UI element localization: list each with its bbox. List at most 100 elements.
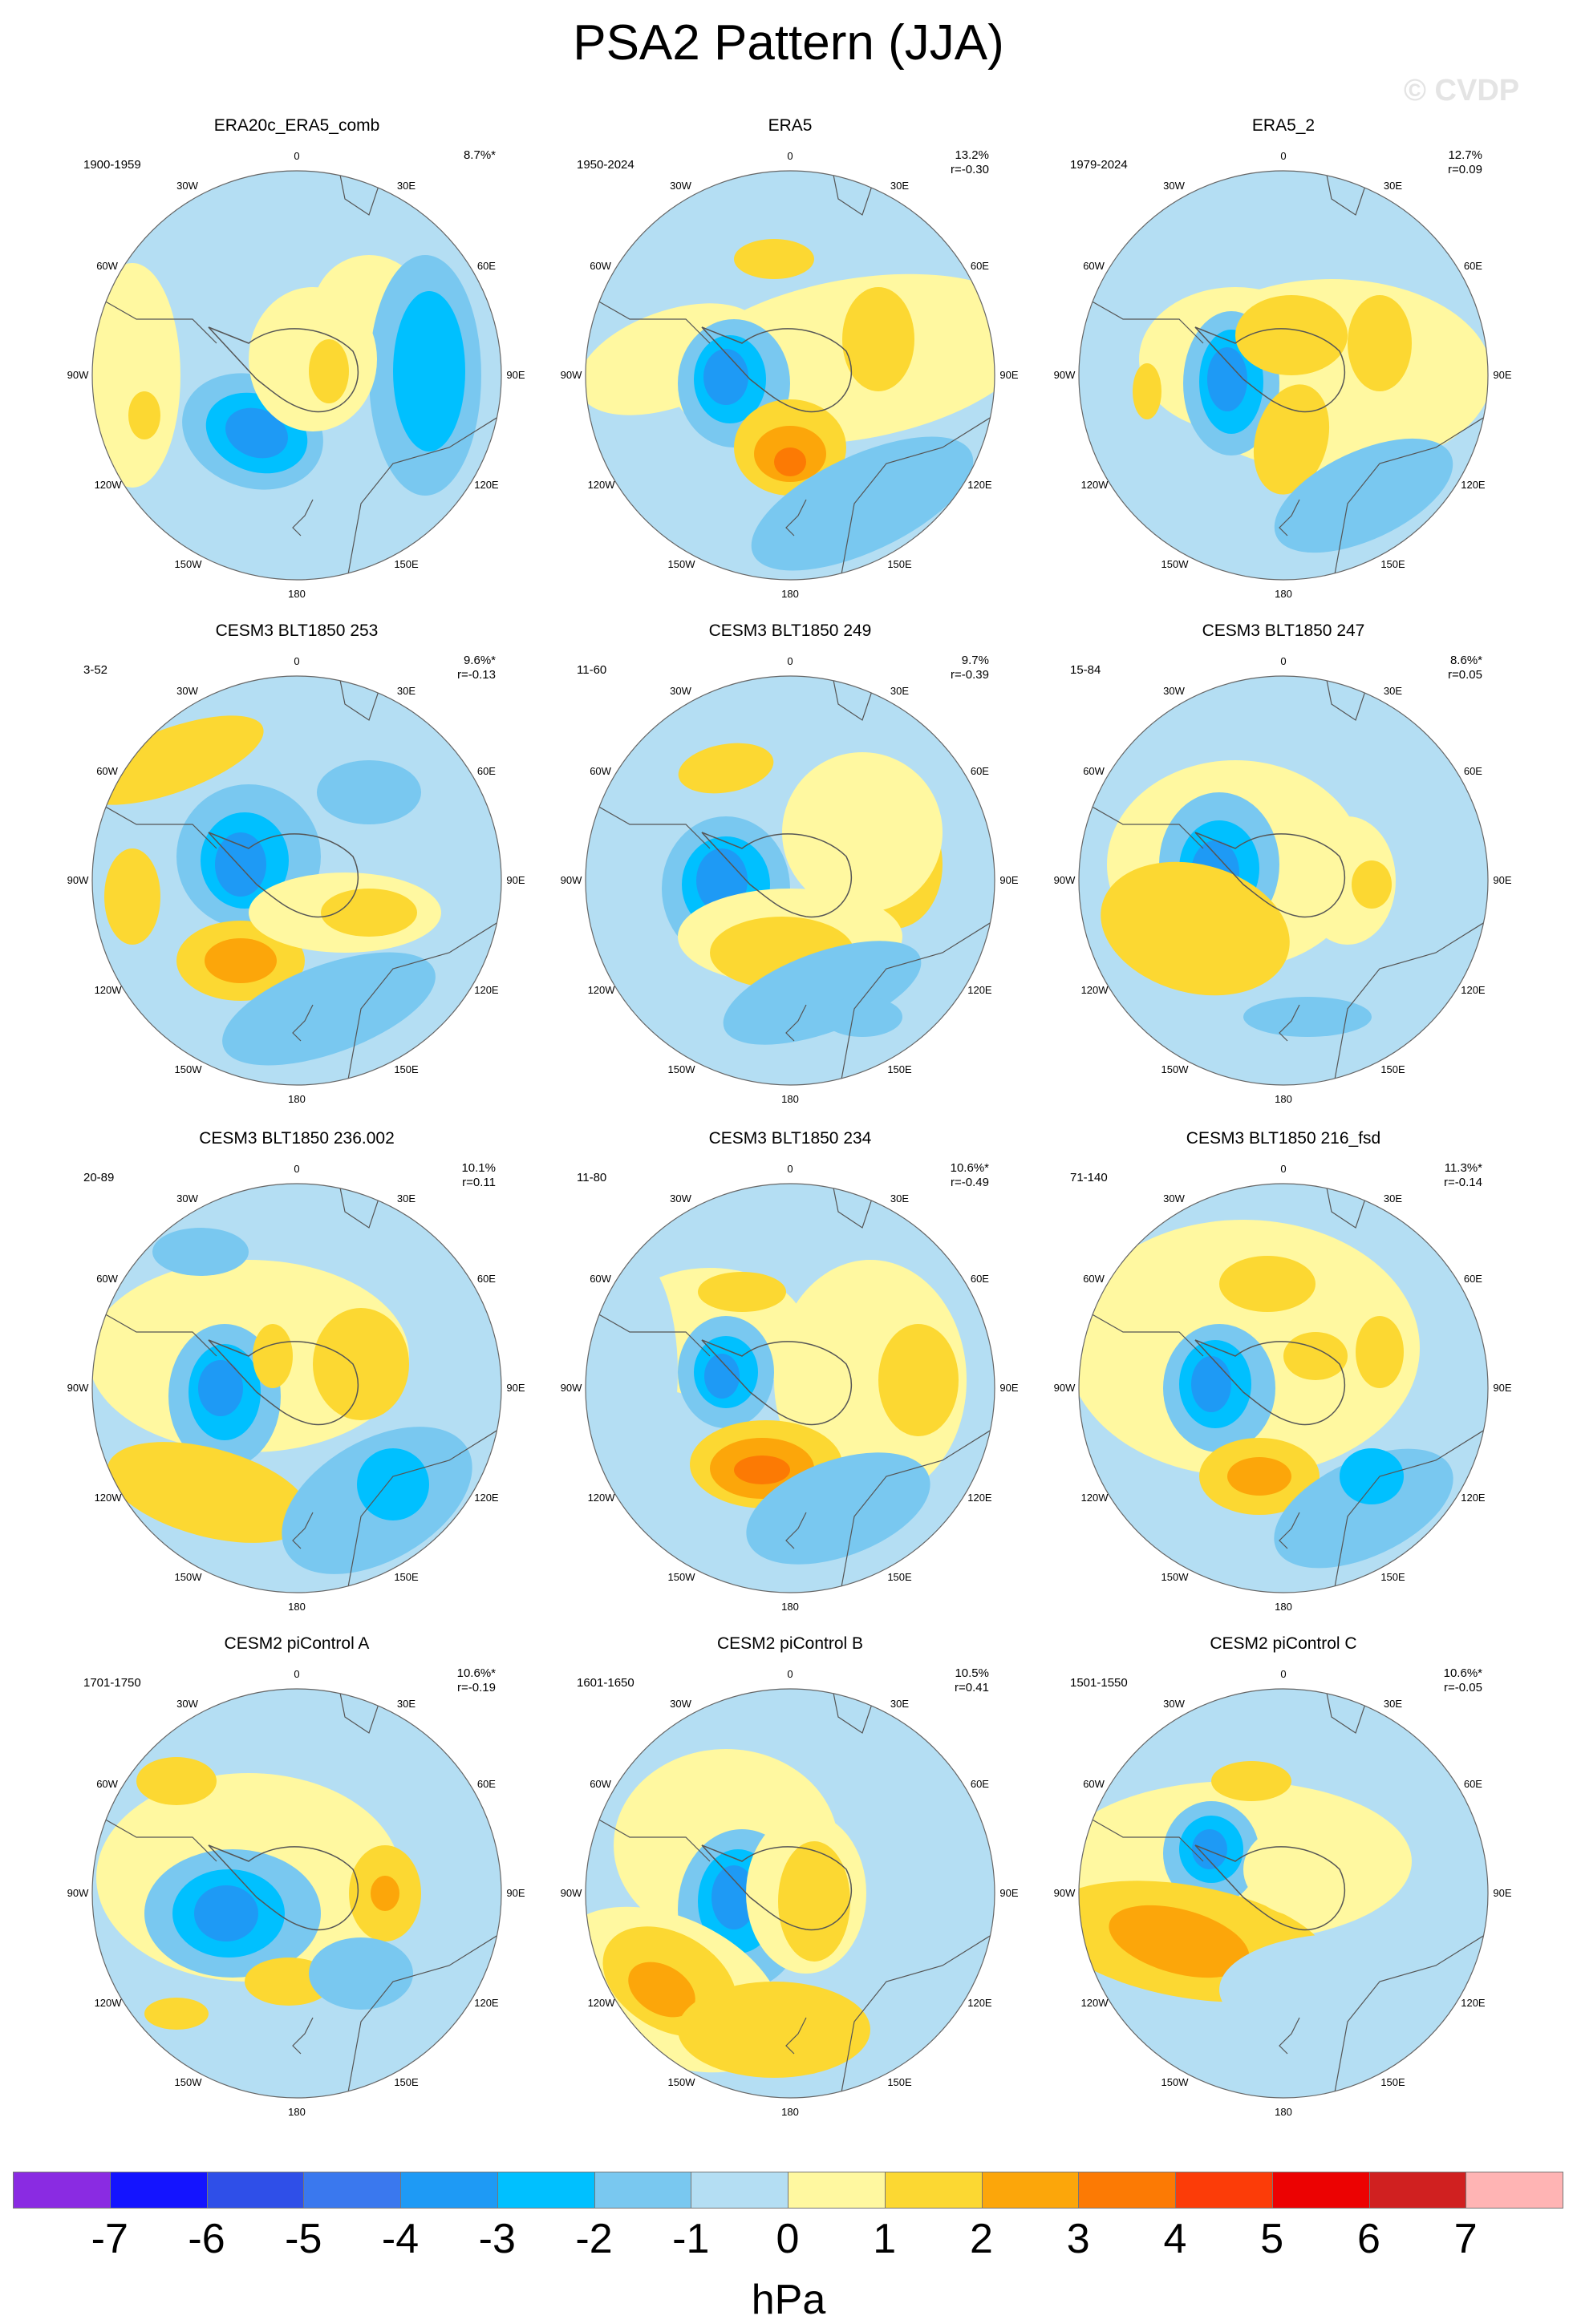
africa-coastline bbox=[1323, 1689, 1372, 1734]
variance-percent: 9.6%* bbox=[463, 654, 496, 667]
variance-percent: 10.6%* bbox=[1443, 1666, 1482, 1680]
australia-coastline bbox=[1331, 407, 1488, 580]
anomaly-contour bbox=[1356, 1316, 1404, 1388]
longitude-label: 90E bbox=[1493, 874, 1512, 886]
longitude-label: 60W bbox=[96, 259, 118, 272]
longitude-label: 150E bbox=[394, 1571, 419, 1584]
anomaly-contour bbox=[778, 1841, 850, 1962]
pattern-correlation: r=-0.49 bbox=[951, 1176, 989, 1189]
anomaly-contour bbox=[1340, 1448, 1404, 1504]
map-border bbox=[585, 675, 995, 1086]
longitude-label: 30E bbox=[396, 1697, 416, 1710]
longitude-label: 90W bbox=[560, 874, 582, 886]
colorbar-tick-label: 6 bbox=[1357, 2216, 1380, 2262]
map-border bbox=[91, 1688, 502, 2099]
panel-title: CESM3 BLT1850 253 bbox=[215, 621, 379, 640]
anomaly-contour bbox=[371, 1876, 399, 1911]
longitude-label: 150W bbox=[174, 558, 202, 571]
map-border bbox=[585, 1688, 995, 2099]
longitude-label: 150E bbox=[1380, 558, 1405, 571]
pattern-correlation: r=0.41 bbox=[955, 1681, 989, 1694]
longitude-label: 120E bbox=[474, 478, 499, 491]
longitude-label: 60E bbox=[1463, 259, 1482, 272]
south-america-coastline bbox=[92, 1299, 217, 1357]
colorbar-unit: hPa bbox=[751, 2277, 826, 2323]
longitude-label: 180 bbox=[1275, 588, 1292, 600]
longitude-label: 150E bbox=[887, 2076, 912, 2089]
africa-coastline bbox=[1323, 676, 1372, 721]
colorbar bbox=[13, 2172, 1563, 2210]
antarctica-coastline bbox=[701, 832, 852, 918]
africa-coastline bbox=[336, 1689, 386, 1734]
anomaly-contour bbox=[1219, 1933, 1476, 2046]
colorbar-box bbox=[497, 2172, 595, 2209]
colorbar-tick-label: 3 bbox=[1066, 2216, 1090, 2262]
panel-title: CESM3 BLT1850 249 bbox=[708, 621, 872, 640]
australia-coastline bbox=[837, 1419, 995, 1593]
longitude-label: 90E bbox=[506, 1382, 525, 1394]
variance-percent: 8.6%* bbox=[1449, 654, 1482, 667]
anomaly-contour bbox=[774, 447, 806, 476]
australia-coastline bbox=[837, 1925, 995, 2098]
colorbar-box bbox=[788, 2172, 886, 2209]
colorbar-tick-label: -2 bbox=[575, 2216, 613, 2262]
longitude-label: 30E bbox=[890, 1697, 910, 1710]
panel-title: CESM3 BLT1850 236.002 bbox=[199, 1129, 395, 1148]
map-border bbox=[585, 170, 995, 581]
australia-coastline bbox=[344, 407, 501, 580]
longitude-label: 120E bbox=[474, 983, 499, 996]
longitude-label: 30E bbox=[1383, 684, 1403, 697]
longitude-label: 30W bbox=[176, 1697, 198, 1710]
longitude-label: 180 bbox=[1275, 2106, 1292, 2118]
antarctica-coastline bbox=[1194, 1339, 1345, 1426]
new-zealand-coastline bbox=[1279, 1004, 1300, 1042]
map-panel: 0 30E 60E 90E 120E 150E 180 150W 120W 90W 60W 30W CE… bbox=[48, 621, 545, 1127]
polar-map bbox=[91, 1183, 502, 1593]
longitude-label: 90W bbox=[1053, 1887, 1076, 1899]
new-zealand-coastline bbox=[1279, 499, 1300, 536]
longitude-label: 90E bbox=[999, 1887, 1019, 1899]
longitude-label: 30E bbox=[890, 1192, 910, 1205]
anomaly-contour bbox=[1235, 295, 1348, 375]
longitude-label: 120W bbox=[1080, 1996, 1109, 2009]
longitude-label: 120W bbox=[1080, 983, 1109, 996]
longitude-label: 60W bbox=[1083, 764, 1105, 777]
longitude-label: 90E bbox=[506, 874, 525, 886]
africa-coastline bbox=[336, 1184, 386, 1229]
panel-title: CESM3 BLT1850 234 bbox=[708, 1129, 872, 1148]
longitude-label: 90W bbox=[1053, 369, 1076, 381]
anomaly-contour bbox=[313, 1308, 409, 1420]
anomaly-contour bbox=[822, 997, 902, 1037]
map-border bbox=[1078, 170, 1489, 581]
longitude-label: 120W bbox=[1080, 478, 1109, 491]
longitude-label: 90E bbox=[1493, 1887, 1512, 1899]
longitude-label: 120W bbox=[587, 478, 615, 491]
africa-coastline bbox=[1323, 171, 1372, 216]
map-border bbox=[1078, 675, 1489, 1086]
longitude-label: 120E bbox=[1461, 1491, 1486, 1504]
longitude-label: 150W bbox=[1161, 1571, 1189, 1584]
watermark: © CVDP bbox=[1404, 74, 1520, 107]
anomaly-contour bbox=[678, 1982, 870, 2078]
colorbar-box bbox=[1078, 2172, 1176, 2209]
pattern-correlation: r=0.05 bbox=[1448, 668, 1482, 682]
variance-percent: 9.7% bbox=[961, 654, 989, 667]
anomaly-contour bbox=[152, 1228, 249, 1276]
colorbar-tick-label: 5 bbox=[1260, 2216, 1284, 2262]
anomaly-contour bbox=[104, 848, 160, 945]
anomaly-contour bbox=[1274, 438, 1453, 553]
map-border bbox=[1078, 1688, 1489, 2099]
colorbar-tick-label: 2 bbox=[970, 2216, 993, 2262]
variance-percent: 11.3%* bbox=[1444, 1161, 1482, 1175]
longitude-label: 0 bbox=[294, 655, 300, 667]
longitude-label: 120E bbox=[1461, 983, 1486, 996]
panel-title: CESM3 BLT1850 247 bbox=[1202, 621, 1365, 640]
australia-coastline bbox=[1331, 1419, 1488, 1593]
longitude-label: 60E bbox=[970, 1777, 989, 1790]
longitude-label: 150W bbox=[1161, 1063, 1189, 1076]
pattern-correlation: r=0.09 bbox=[1448, 163, 1482, 176]
longitude-label: 30W bbox=[670, 179, 691, 192]
longitude-label: 30E bbox=[890, 179, 910, 192]
map-panel: 0 30E 60E 90E 120E 150E 180 150W 120W 90W 60W 30W CE… bbox=[48, 1129, 545, 1634]
longitude-label: 0 bbox=[787, 1668, 793, 1680]
